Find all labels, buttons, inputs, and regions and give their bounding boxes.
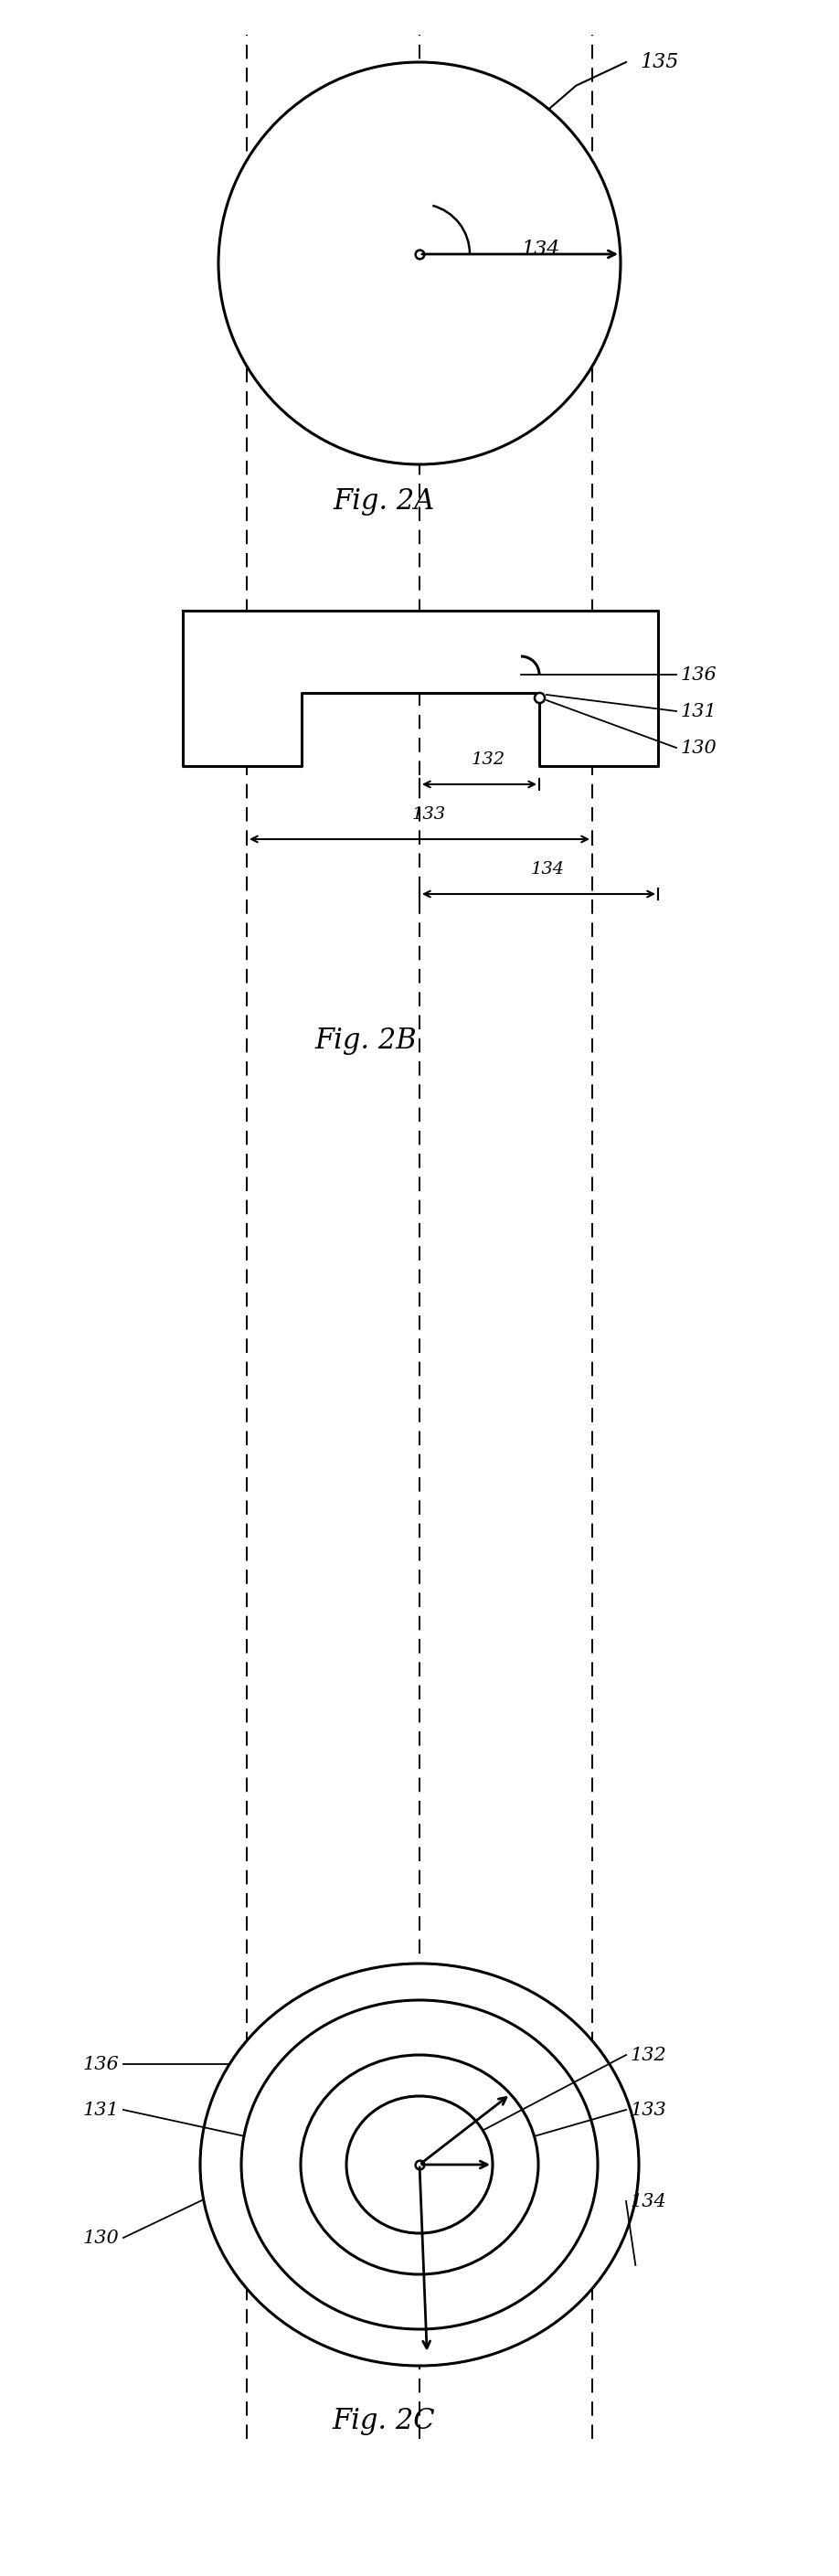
Text: 136: 136 bbox=[82, 2056, 119, 2074]
Text: 134: 134 bbox=[631, 2192, 667, 2210]
Text: 136: 136 bbox=[681, 667, 717, 683]
Text: 133: 133 bbox=[631, 2102, 667, 2117]
Text: 130: 130 bbox=[681, 739, 717, 757]
Text: Fig. 2C: Fig. 2C bbox=[332, 2406, 435, 2434]
Text: 131: 131 bbox=[82, 2102, 119, 2117]
Text: 132: 132 bbox=[631, 2045, 667, 2063]
Text: 135: 135 bbox=[640, 52, 679, 72]
Text: 133: 133 bbox=[412, 806, 446, 822]
Text: Fig. 2A: Fig. 2A bbox=[333, 487, 435, 515]
Polygon shape bbox=[183, 611, 658, 765]
Ellipse shape bbox=[201, 1963, 638, 2365]
Circle shape bbox=[218, 62, 621, 464]
Text: 130: 130 bbox=[82, 2228, 119, 2246]
Ellipse shape bbox=[242, 1999, 597, 2329]
Ellipse shape bbox=[347, 2097, 492, 2233]
Text: 131: 131 bbox=[681, 703, 717, 719]
Ellipse shape bbox=[300, 2056, 539, 2275]
Text: 132: 132 bbox=[472, 752, 505, 768]
Text: Fig. 2B: Fig. 2B bbox=[315, 1025, 417, 1054]
Text: 134: 134 bbox=[521, 240, 560, 260]
Text: 134: 134 bbox=[531, 860, 565, 878]
